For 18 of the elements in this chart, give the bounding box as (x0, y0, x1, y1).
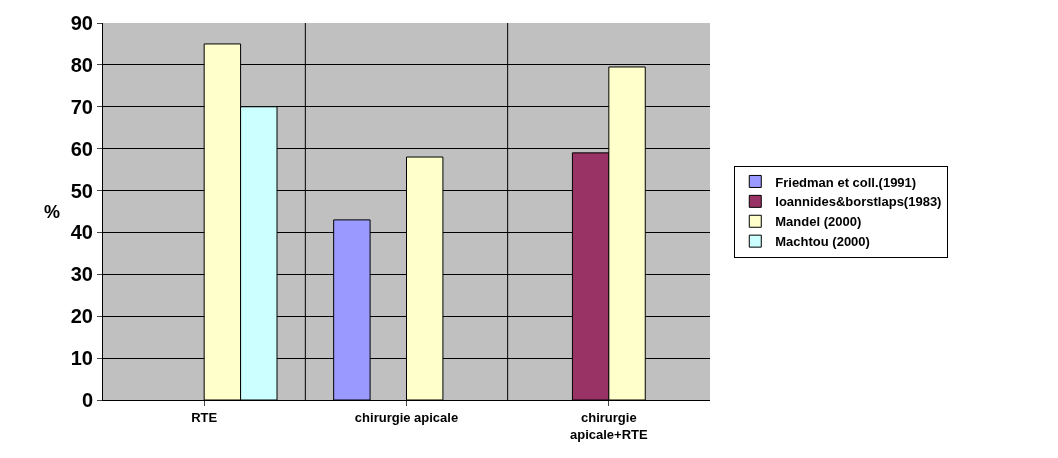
x-tick-label: RTE (191, 409, 218, 425)
legend-label: Ioannides&borstlaps(1983) (775, 194, 942, 210)
y-tick-label: 40 (70, 221, 93, 244)
y-tick-label: 80 (70, 53, 93, 76)
y-tick-label: 20 (70, 305, 93, 328)
y-tick-label: 70 (70, 95, 93, 118)
y-axis-title: % (44, 202, 61, 222)
y-tick-label: 60 (70, 137, 93, 160)
y-tick-label: 0 (81, 389, 93, 411)
y-tick-label: 90 (70, 12, 93, 34)
y-tick-label: 10 (70, 347, 93, 370)
x-tick-label: chirurgie apicale (354, 409, 459, 425)
legend-label: Friedman et coll.(1991) (775, 174, 917, 190)
legend-label: Mandel (2000) (775, 214, 862, 230)
legend-label: Machtou (2000) (775, 234, 870, 250)
y-tick-label: 50 (70, 179, 93, 202)
y-tick-label: 30 (70, 263, 93, 286)
x-tick-label: chirurgie apicale+RTE (569, 409, 648, 442)
